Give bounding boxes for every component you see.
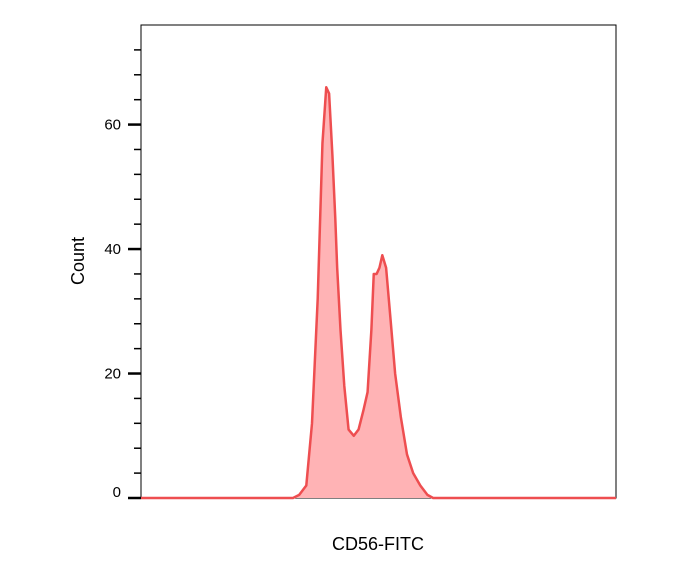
histogram-area-0	[141, 87, 616, 499]
histogram-line-0	[141, 85, 616, 500]
y-tick-label: 40	[104, 241, 121, 258]
y-axis	[128, 49, 141, 500]
y-axis-label: Count	[68, 237, 88, 285]
y-tick-label: 0	[113, 484, 121, 501]
y-tick-label: 60	[104, 117, 121, 134]
area-layer	[141, 85, 616, 500]
x-axis-label: CD56-FITC	[332, 534, 424, 554]
y-tick-labels: 0 20 40 60	[104, 117, 121, 501]
y-tick-label: 20	[104, 366, 121, 383]
